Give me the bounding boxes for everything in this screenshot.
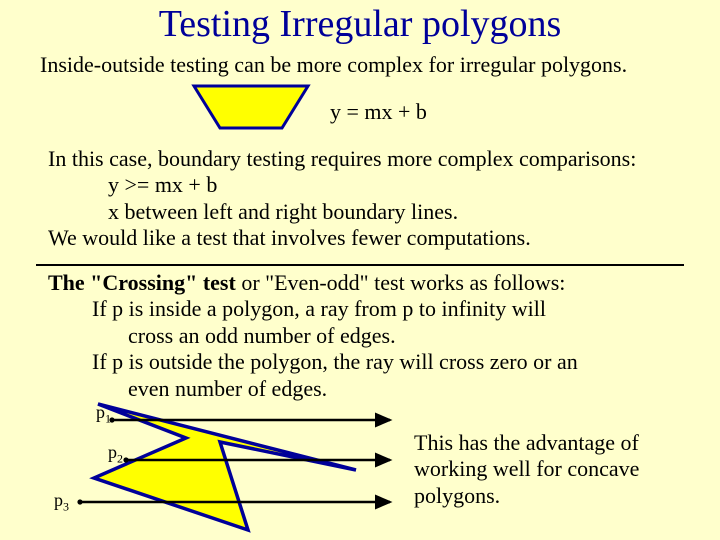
- para3-l4: If p is outside the polygon, the ray wil…: [48, 349, 578, 375]
- horizontal-rule: [36, 264, 684, 266]
- slide-title: Testing Irregular polygons: [0, 2, 720, 46]
- para3-l1-rest: or "Even-odd" test works as follows:: [236, 270, 566, 295]
- advantage-paragraph: This has the advantage of working well f…: [414, 430, 694, 509]
- concave-polygon: [94, 404, 356, 530]
- boundary-test-paragraph: In this case, boundary testing requires …: [48, 146, 636, 252]
- intro-line: Inside-outside testing can be more compl…: [40, 52, 627, 78]
- label-p3: p3: [54, 490, 69, 515]
- para3-l3: cross an odd number of edges.: [48, 323, 578, 349]
- para2-l4: We would like a test that involves fewer…: [48, 225, 531, 250]
- trapezoid-figure: [190, 82, 314, 134]
- para3-l1-bold: The "Crossing" test: [48, 270, 236, 295]
- line-equation: y = mx + b: [330, 99, 427, 125]
- para2-l1: In this case, boundary testing requires …: [48, 146, 636, 171]
- para2-l2: y >= mx + b: [48, 172, 636, 198]
- crossing-test-paragraph: The "Crossing" test or "Even-odd" test w…: [48, 270, 578, 402]
- label-p2: p2: [108, 442, 123, 467]
- trapezoid-shape: [194, 86, 308, 128]
- dot-p2: [123, 457, 128, 462]
- label-p1: p1: [96, 402, 111, 427]
- dot-p3: [77, 499, 82, 504]
- para2-l3: x between left and right boundary lines.: [48, 199, 636, 225]
- para3-l2: If p is inside a polygon, a ray from p t…: [48, 296, 578, 322]
